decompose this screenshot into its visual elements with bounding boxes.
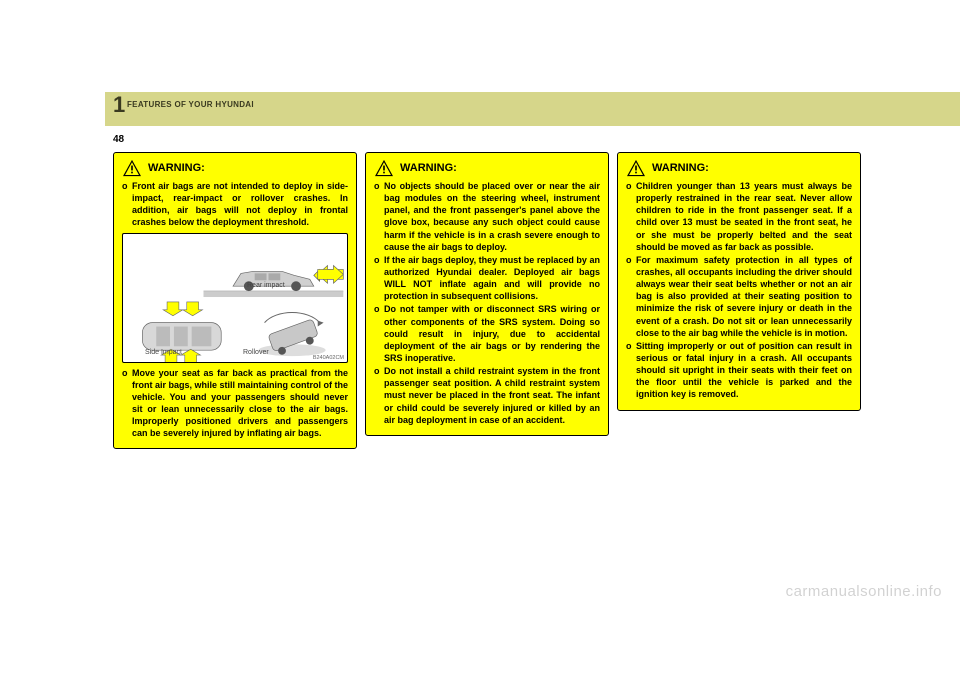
warning-list: Children younger than 13 years must alwa… bbox=[626, 180, 852, 401]
column-1: WARNING: Front air bags are not intended… bbox=[113, 152, 357, 449]
warning-item: If the air bags deploy, they must be rep… bbox=[374, 254, 600, 303]
header-bar bbox=[105, 92, 960, 126]
warning-title: WARNING: bbox=[400, 162, 457, 174]
warning-list: No objects should be placed over or near… bbox=[374, 180, 600, 426]
warning-header: WARNING: bbox=[122, 159, 348, 177]
column-2: WARNING: No objects should be placed ove… bbox=[365, 152, 609, 449]
diagram-label-side: Side Impact bbox=[145, 349, 182, 356]
impact-diagram: Rear impact Side Impact Rollover B240A02… bbox=[122, 233, 348, 363]
warning-item: Children younger than 13 years must alwa… bbox=[626, 180, 852, 253]
warning-box-1: WARNING: Front air bags are not intended… bbox=[113, 152, 357, 449]
chapter-title: FEATURES OF YOUR HYUNDAI bbox=[127, 100, 254, 109]
manual-page: 1 FEATURES OF YOUR HYUNDAI 48 WARNING: F… bbox=[0, 0, 960, 678]
warning-triangle-icon bbox=[122, 159, 142, 177]
warning-title: WARNING: bbox=[148, 162, 205, 174]
warning-triangle-icon bbox=[626, 159, 646, 177]
column-3: WARNING: Children younger than 13 years … bbox=[617, 152, 861, 449]
warning-item: Do not tamper with or disconnect SRS wir… bbox=[374, 303, 600, 364]
warning-header: WARNING: bbox=[626, 159, 852, 177]
page-number: 48 bbox=[113, 134, 124, 145]
diagram-label-rear: Rear impact bbox=[247, 282, 285, 289]
content-columns: WARNING: Front air bags are not intended… bbox=[113, 152, 863, 449]
warning-item: Sitting improperly or out of position ca… bbox=[626, 340, 852, 401]
watermark: carmanualsonline.info bbox=[786, 583, 942, 600]
warning-item: Move your seat as far back as practical … bbox=[122, 367, 348, 440]
warning-item: No objects should be placed over or near… bbox=[374, 180, 600, 253]
diagram-code: B240A02CM bbox=[313, 355, 344, 361]
warning-list-bottom: Move your seat as far back as practical … bbox=[122, 367, 348, 440]
diagram-label-rollover: Rollover bbox=[243, 349, 269, 356]
warning-item: For maximum safety protection in all typ… bbox=[626, 254, 852, 339]
warning-header: WARNING: bbox=[374, 159, 600, 177]
warning-box-3: WARNING: Children younger than 13 years … bbox=[617, 152, 861, 411]
warning-box-2: WARNING: No objects should be placed ove… bbox=[365, 152, 609, 436]
chapter-number: 1 bbox=[113, 92, 125, 118]
warning-item: Do not install a child restraint system … bbox=[374, 365, 600, 426]
warning-list-top: Front air bags are not intended to deplo… bbox=[122, 180, 348, 229]
warning-title: WARNING: bbox=[652, 162, 709, 174]
warning-triangle-icon bbox=[374, 159, 394, 177]
warning-item: Front air bags are not intended to deplo… bbox=[122, 180, 348, 229]
